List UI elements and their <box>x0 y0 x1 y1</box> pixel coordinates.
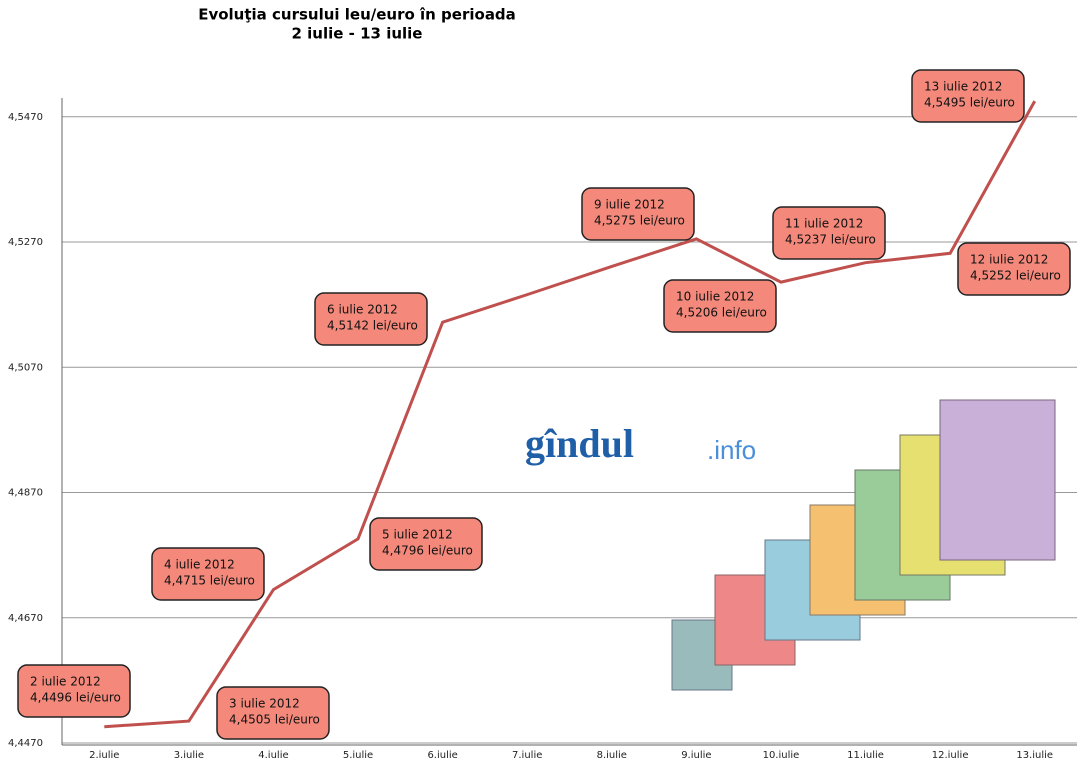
annotation-box <box>772 206 886 260</box>
x-tick-label: 10.iulie <box>763 750 800 761</box>
value-label: 4,4505 lei/euro <box>229 713 320 727</box>
series-line <box>104 100 1037 729</box>
annotation-box <box>314 292 428 346</box>
x-tick-label: 12.iulie <box>932 750 969 761</box>
annotation-date: 9 iulie 2012 <box>594 198 665 212</box>
annotation-box <box>151 547 265 601</box>
value-label: 4,5252 lei/euro <box>970 269 1061 283</box>
x-tick-label: 13.iulie <box>1016 750 1053 761</box>
money-illustration <box>671 399 1056 691</box>
x-tick-label: 7.iulie <box>512 750 542 761</box>
annotation-box <box>957 242 1071 296</box>
annotation-date: 6 iulie 2012 <box>327 303 398 317</box>
y-tick-label: 4,4470 <box>8 738 43 749</box>
annotation: 6 iulie 2012 4,5142 lei/euro <box>314 292 428 346</box>
value-label: 4,5237 lei/euro <box>785 233 876 247</box>
annotation-box <box>911 69 1025 123</box>
annotation-date: 3 iulie 2012 <box>229 697 300 711</box>
value-label: 4,4496 lei/euro <box>30 691 121 705</box>
annotation-date: 5 iulie 2012 <box>382 528 453 542</box>
annotation-box <box>216 686 330 740</box>
annotation: 5 iulie 2012 4,4796 lei/euro <box>369 517 483 571</box>
x-tick-label: 8.iulie <box>597 750 627 761</box>
value-label: 4,5142 lei/euro <box>327 319 418 333</box>
x-tick-label: 9.iulie <box>681 750 711 761</box>
annotation: 10 iulie 2012 4,5206 lei/euro <box>663 279 777 333</box>
y-tick-label: 4,4870 <box>8 488 43 499</box>
annotation-date: 12 iulie 2012 <box>970 253 1048 267</box>
x-tick-label: 6.iulie <box>427 750 457 761</box>
x-tick-label: 11.iulie <box>847 750 884 761</box>
annotation-box <box>663 279 777 333</box>
annotation-date: 13 iulie 2012 <box>924 80 1002 94</box>
value-label: 4,4715 lei/euro <box>164 574 255 588</box>
annotation-date: 10 iulie 2012 <box>676 290 754 304</box>
annotation: 9 iulie 2012 4,5275 lei/euro <box>581 187 695 241</box>
annotation: 4 iulie 2012 4,4715 lei/euro <box>151 547 265 601</box>
annotation-box <box>369 517 483 571</box>
y-tick-label: 4,4670 <box>8 613 43 624</box>
annotation: 3 iulie 2012 4,4505 lei/euro <box>216 686 330 740</box>
annotation: 2 iulie 2012 4,4496 lei/euro <box>17 664 131 718</box>
annotation-box <box>17 664 131 718</box>
value-label: 4,4796 lei/euro <box>382 544 473 558</box>
x-tick-label: 5.iulie <box>343 750 373 761</box>
x-tick-label: 3.iulie <box>174 750 204 761</box>
logo: gîndul .info <box>525 421 756 466</box>
chart-title: Evoluţia cursului leu/euro în perioada <box>198 6 516 24</box>
grid: 4,4470 4,4670 4,4870 4,5070 4,5270 4,5470 <box>8 112 1077 749</box>
y-tick-label: 4,5070 <box>8 362 43 373</box>
logo-suffix: .info <box>707 435 756 465</box>
annotation: 13 iulie 2012 4,5495 lei/euro <box>911 69 1025 123</box>
chart-subtitle: 2 iulie - 13 iulie <box>292 25 423 43</box>
y-tick-label: 4,5270 <box>8 237 43 248</box>
annotation: 11 iulie 2012 4,5237 lei/euro <box>772 206 886 260</box>
value-label: 4,5206 lei/euro <box>676 306 767 320</box>
x-tick-label: 4.iulie <box>258 750 288 761</box>
value-label: 4,5275 lei/euro <box>594 214 685 228</box>
annotation-date: 4 iulie 2012 <box>164 558 235 572</box>
annotation-date: 11 iulie 2012 <box>785 217 863 231</box>
annotation-box <box>581 187 695 241</box>
value-label: 4,5495 lei/euro <box>924 96 1015 110</box>
y-tick-label: 4,5470 <box>8 112 43 123</box>
annotation: 12 iulie 2012 4,5252 lei/euro <box>957 242 1071 296</box>
x-tick-label: 2.iulie <box>89 750 119 761</box>
logo-name: gîndul <box>525 421 634 466</box>
plot: 2.iulie 3.iulie 4.iulie 5.iulie 6.iulie 7.iul… <box>17 69 1071 761</box>
annotation-date: 2 iulie 2012 <box>30 675 101 689</box>
